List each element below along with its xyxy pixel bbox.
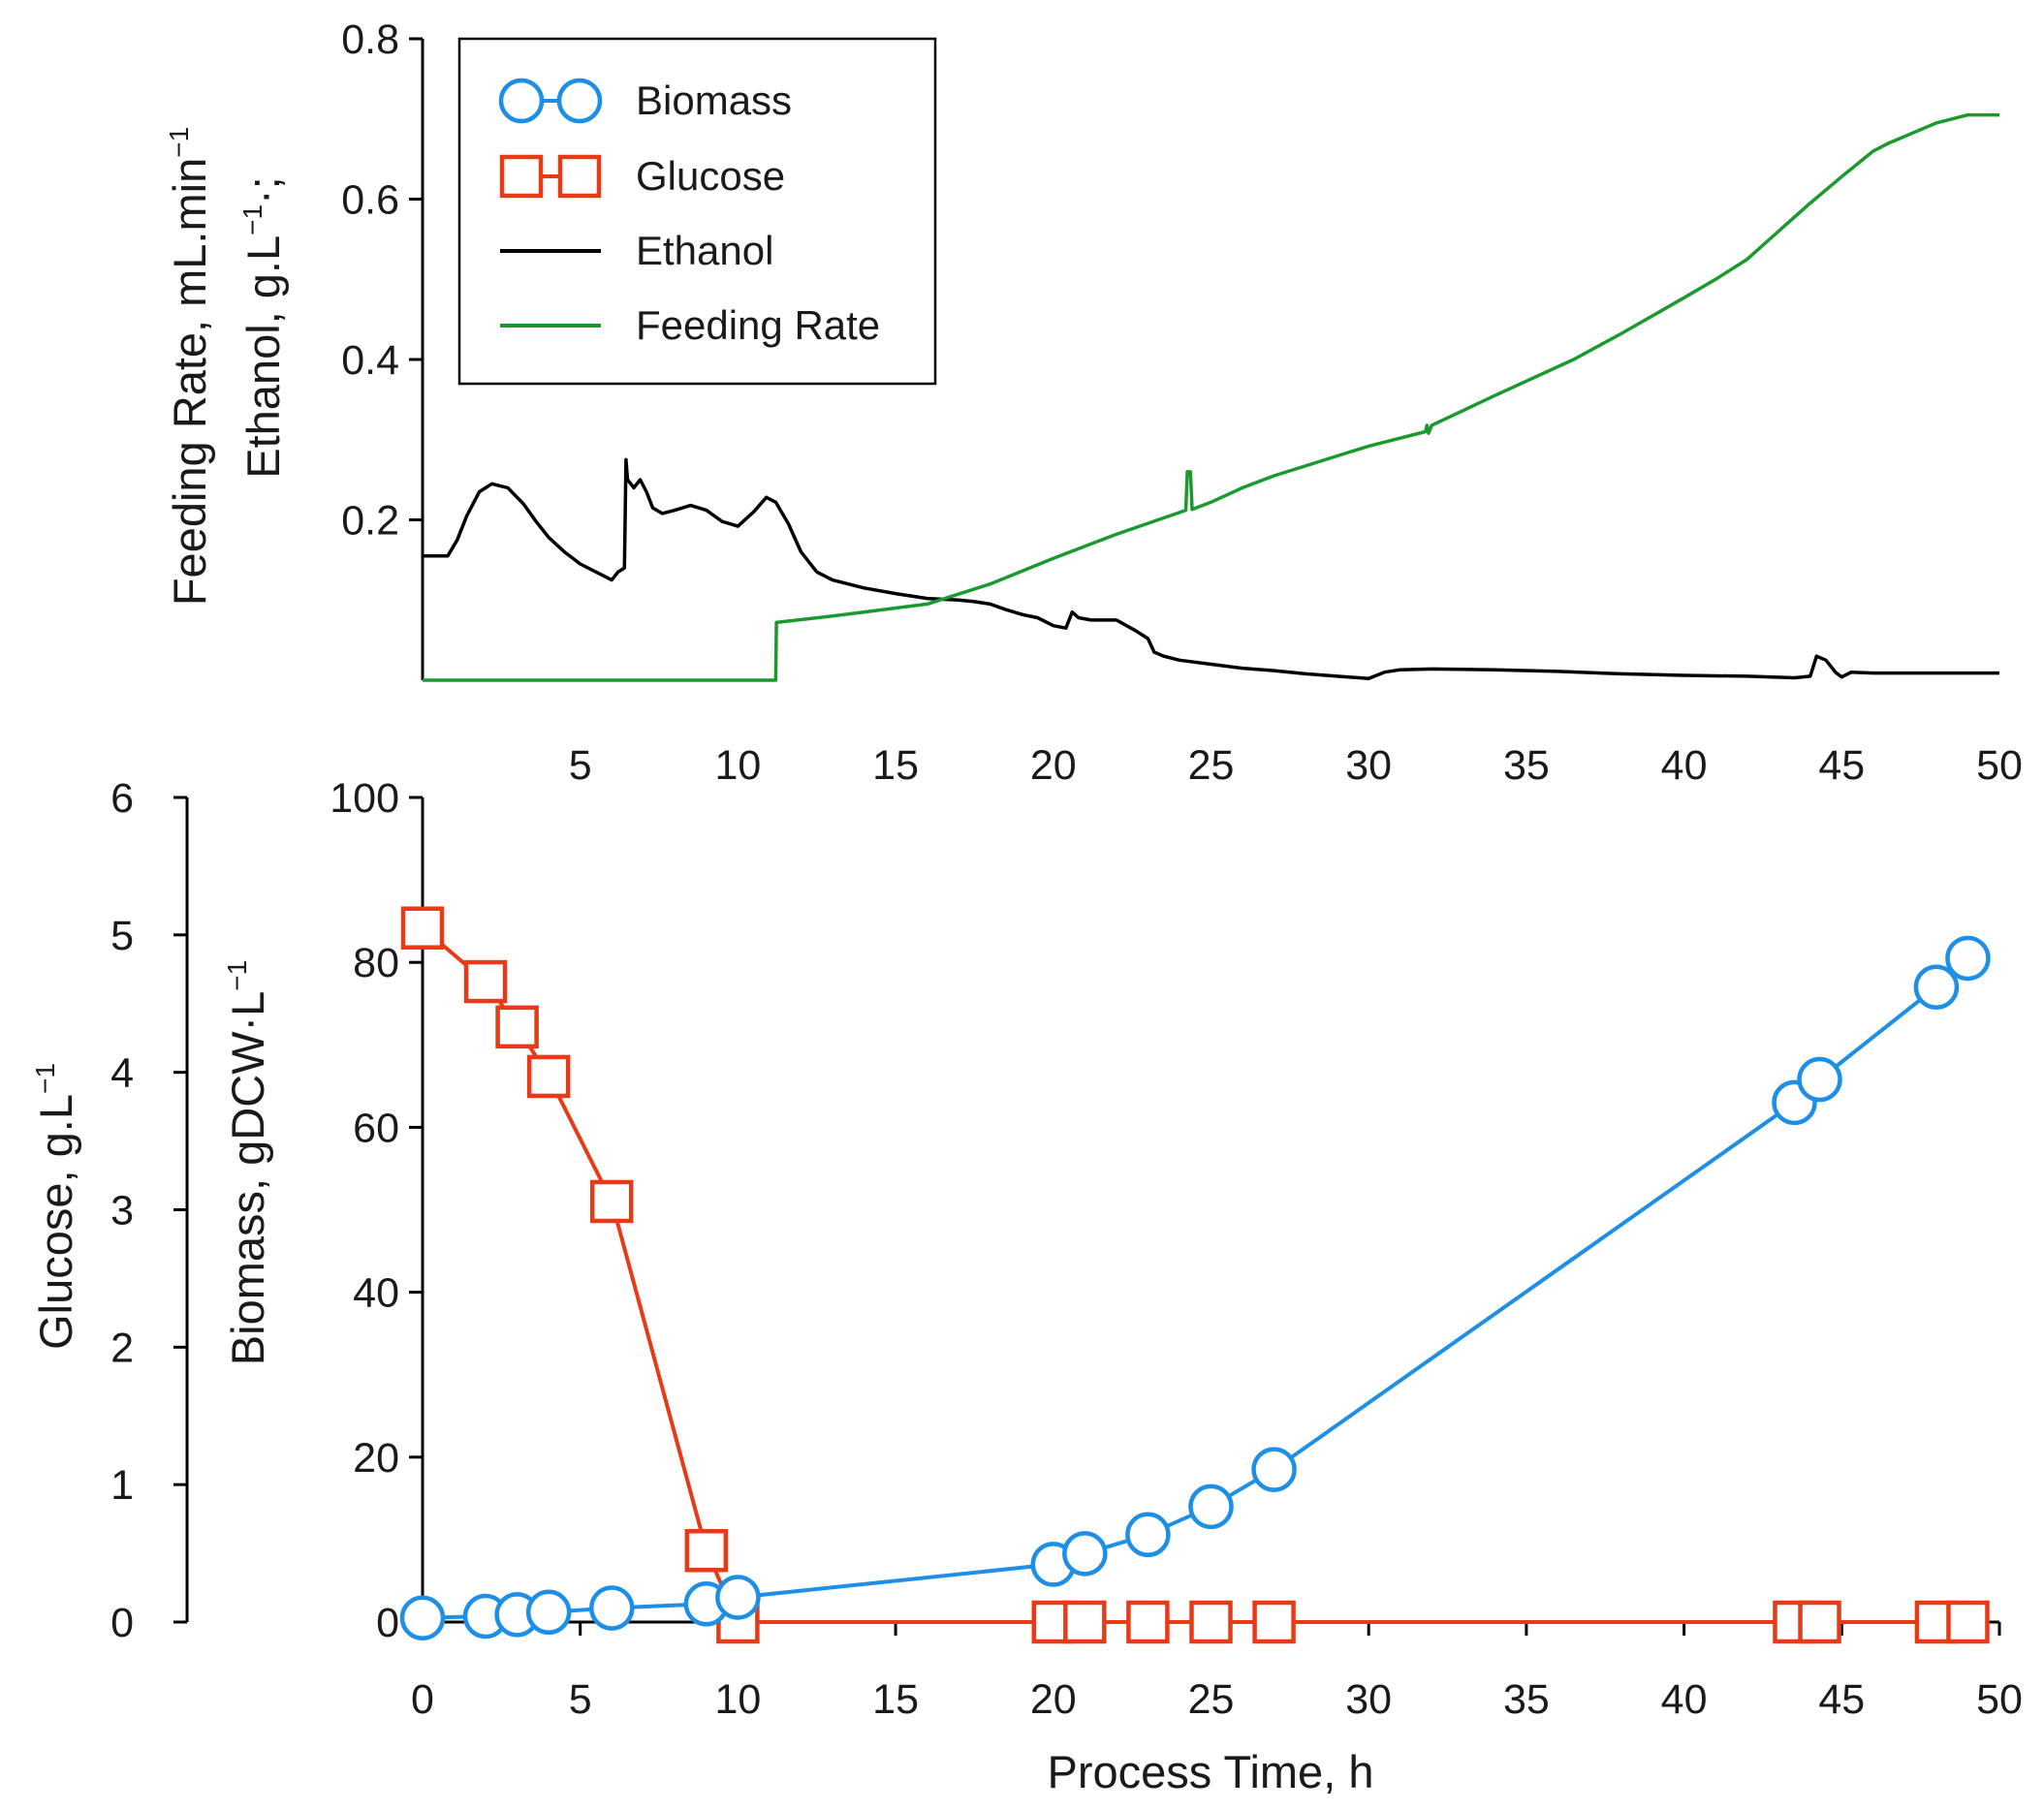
- glucose-point: [400, 906, 445, 950]
- legend-item-glucose: Glucose: [499, 153, 785, 199]
- biomass-point: [1188, 1483, 1234, 1530]
- top-x-tick-label: 15: [872, 742, 919, 789]
- glucose-point: [463, 959, 508, 1004]
- top-x-tick-label: 30: [1345, 742, 1392, 789]
- top-series: [423, 112, 1999, 682]
- glucose-point: [526, 1054, 571, 1099]
- legend: Biomass Glucose Ethanol Feeding Rate: [457, 37, 937, 386]
- biomass-point: [1913, 964, 1960, 1010]
- legend-feeding-rate-label: Feeding Rate: [636, 302, 880, 348]
- glucose-point: [1126, 1600, 1170, 1644]
- bottom-x-tick-label: 0: [411, 1676, 434, 1723]
- top-x-tick-label: 20: [1030, 742, 1077, 789]
- legend-item-ethanol: Ethanol: [500, 228, 773, 273]
- top-x-tick-label: 5: [569, 742, 592, 789]
- top-x-tick-label: 10: [714, 742, 761, 789]
- legend-biomass-label: Biomass: [636, 78, 792, 123]
- biomass-point: [525, 1589, 572, 1636]
- top-x-tick-label: 25: [1188, 742, 1235, 789]
- legend-item-feeding-rate: Feeding Rate: [500, 302, 880, 348]
- bottom-glucose-y-ticks: 0 1 2 3 4 5 6: [110, 775, 187, 1646]
- bottom-series: [399, 906, 1991, 1644]
- bottom-y-axis-title: Biomass, gDCW·L−1: [222, 960, 273, 1365]
- ethanol-line: [423, 457, 1999, 681]
- biomass-point: [1251, 1447, 1297, 1492]
- bottom-y-tick-label: 20: [353, 1435, 399, 1482]
- glucose-y-tick-label: 5: [110, 913, 134, 959]
- glucose-y-tick-label: 0: [110, 1600, 134, 1646]
- glucose-point: [1063, 1600, 1107, 1644]
- glucose-point: [1189, 1600, 1233, 1644]
- top-y-axis-title-line2: Ethanol, g.L−1·;: [237, 176, 289, 479]
- biomass-point: [1125, 1512, 1171, 1558]
- legend-item-biomass: Biomass: [498, 78, 792, 124]
- glucose-point: [495, 1005, 539, 1049]
- bottom-x-tick-label: 45: [1818, 1676, 1865, 1723]
- bottom-x-tick-label: 15: [872, 1676, 919, 1723]
- bottom-x-tick-label: 20: [1030, 1676, 1077, 1723]
- feeding-rate-line: [423, 112, 1999, 682]
- bottom-y-tick-label: 0: [376, 1600, 399, 1646]
- top-x-ticks: 5 10 15 20 25 30 35 40 45 50: [569, 742, 2023, 789]
- bottom-y-tick-label: 60: [353, 1105, 399, 1151]
- bottom-y-tick-label: 80: [353, 940, 399, 986]
- bottom-y-tick-label: 100: [330, 775, 399, 822]
- glucose-point: [1252, 1600, 1296, 1644]
- bottom-left-y-ticks: 0 20 40 60 80 100: [330, 775, 423, 1646]
- bottom-x-tick-label: 25: [1188, 1676, 1235, 1723]
- bottom-x-tick-label: 5: [569, 1676, 592, 1723]
- biomass-point: [1797, 1056, 1842, 1103]
- bottom-x-tick-label: 50: [1976, 1676, 2023, 1723]
- legend-glucose-label: Glucose: [636, 153, 785, 199]
- bottom-x-tick-label: 30: [1345, 1676, 1392, 1723]
- legend-biomass-marker-left: [498, 78, 545, 124]
- biomass-point: [399, 1595, 446, 1640]
- top-y-tick-label: 0.8: [341, 16, 399, 63]
- top-panel: 0.2 0.4 0.6 0.8 5 10 15 20 25 30 35 40 45 50 Feeding…: [164, 16, 2023, 789]
- glucose-y-tick-label: 6: [110, 775, 134, 822]
- top-y-axis-title-line1: Feeding Rate, mL.min−1: [164, 127, 215, 606]
- legend-glucose-marker-left: [499, 154, 544, 199]
- biomass-point: [715, 1575, 761, 1620]
- biomass-point: [588, 1585, 635, 1631]
- top-x-tick-label: 45: [1818, 742, 1865, 789]
- x-axis-title: Process Time, h: [1048, 1746, 1374, 1797]
- glucose-y-tick-label: 3: [110, 1188, 134, 1234]
- top-y-tick-label: 0.6: [341, 177, 399, 224]
- glucose-point: [684, 1528, 729, 1573]
- top-x-tick-label: 35: [1503, 742, 1550, 789]
- glucose-y-axis-title: Glucose, g.L−1: [30, 1063, 81, 1350]
- glucose-y-tick-label: 1: [110, 1462, 134, 1509]
- top-x-tick-label: 50: [1976, 742, 2023, 789]
- legend-biomass-marker-right: [556, 78, 603, 124]
- legend-ethanol-label: Ethanol: [636, 228, 773, 273]
- glucose-y-tick-label: 2: [110, 1325, 134, 1371]
- bottom-x-tick-label: 10: [714, 1676, 761, 1723]
- top-y-tick-label: 0.4: [341, 337, 399, 384]
- top-y-ticks: 0.2 0.4 0.6 0.8: [341, 16, 423, 545]
- biomass-point: [1945, 935, 1991, 982]
- bottom-x-tick-label: 40: [1661, 1676, 1708, 1723]
- glucose-point: [1946, 1600, 1990, 1644]
- glucose-point: [589, 1179, 634, 1224]
- bottom-y-tick-label: 40: [353, 1270, 399, 1317]
- glucose-y-tick-label: 4: [110, 1050, 134, 1097]
- glucose-point: [1798, 1600, 1841, 1644]
- top-y-tick-label: 0.2: [341, 498, 399, 545]
- biomass-point: [1062, 1531, 1108, 1577]
- top-x-tick-label: 40: [1661, 742, 1708, 789]
- bottom-x-tick-label: 35: [1503, 1676, 1550, 1723]
- legend-glucose-marker-right: [557, 154, 602, 199]
- bottom-x-ticks: 0 5 10 15 20 25 30 35 40 45 50: [411, 1622, 2023, 1723]
